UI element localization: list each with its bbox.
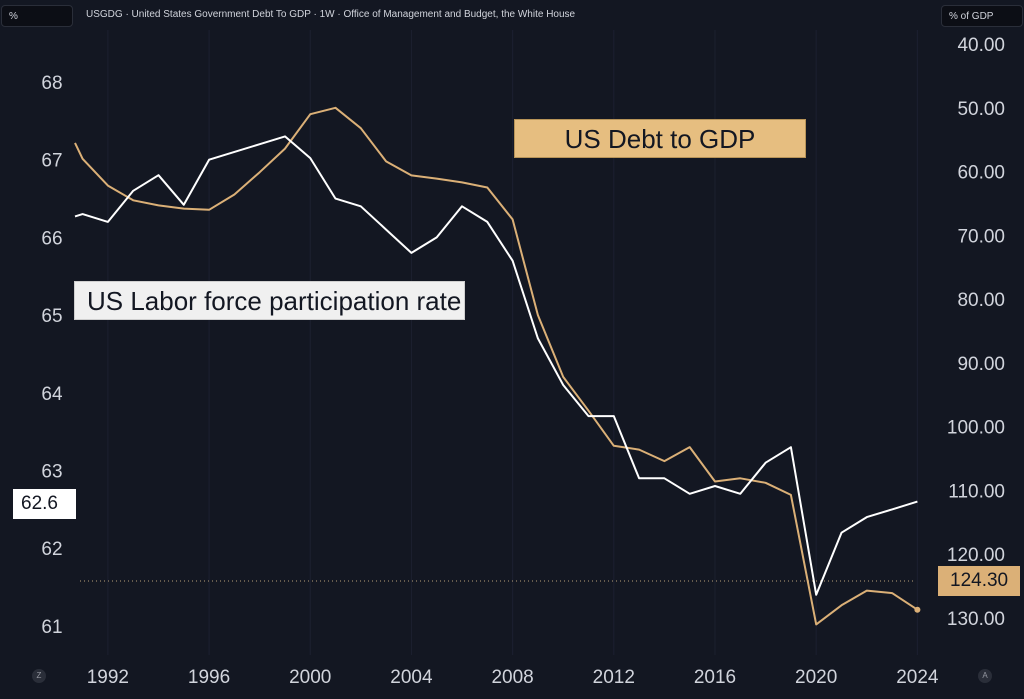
- debt-last-point-marker: [914, 606, 921, 613]
- left-axis: 68 67 66 65 64 63 62 61: [41, 73, 63, 638]
- debt-annotation[interactable]: US Debt to GDP: [514, 119, 806, 158]
- x-tick-label: 2000: [289, 667, 331, 688]
- series-layer: [74, 106, 921, 626]
- debt-last-value-label: 124.30: [938, 566, 1020, 596]
- right-axis: 40.00 50.00 60.00 70.00 80.00 90.00 100.00 110.…: [947, 35, 1005, 630]
- left-tick-label: 65: [41, 306, 62, 327]
- left-unit-button[interactable]: %: [1, 5, 73, 27]
- x-tick-label: 2012: [593, 667, 635, 688]
- x-tick-label: 1992: [87, 667, 129, 688]
- left-tick-label: 68: [41, 73, 62, 94]
- left-tick-label: 61: [41, 617, 62, 638]
- chart-header-title: USGDG · United States Government Debt To…: [86, 9, 576, 20]
- debt-series-line: [74, 106, 918, 626]
- x-tick-label: 2020: [795, 667, 837, 688]
- x-axis: 1992 1996 2000 2004 2008 2012 2016 2020 2024: [87, 667, 939, 688]
- right-tick-label: 40.00: [957, 35, 1005, 56]
- lfpr-annotation[interactable]: US Labor force participation rate: [74, 281, 465, 320]
- lfpr-series-line: [74, 135, 918, 596]
- left-tick-label: 66: [41, 228, 62, 249]
- right-tick-label: 100.00: [947, 418, 1005, 439]
- right-tick-label: 130.00: [947, 609, 1005, 630]
- right-tick-label: 90.00: [957, 354, 1005, 375]
- right-unit-button[interactable]: % of GDP: [941, 5, 1023, 27]
- right-tick-label: 120.00: [947, 545, 1005, 566]
- right-tick-label: 70.00: [957, 226, 1005, 247]
- auto-scale-button[interactable]: A: [978, 669, 992, 683]
- x-tick-label: 2016: [694, 667, 736, 688]
- lfpr-last-value-label: 62.6: [13, 489, 76, 519]
- right-tick-label: 80.00: [957, 290, 1005, 311]
- x-tick-label: 2024: [896, 667, 939, 688]
- x-tick-label: 1996: [188, 667, 230, 688]
- x-tick-label: 2004: [390, 667, 433, 688]
- zoom-button[interactable]: Z: [32, 669, 46, 683]
- left-tick-label: 67: [41, 151, 62, 172]
- left-tick-label: 62: [41, 539, 62, 560]
- right-tick-label: 50.00: [957, 99, 1005, 120]
- right-tick-label: 60.00: [957, 163, 1005, 184]
- x-tick-label: 2008: [491, 667, 533, 688]
- left-tick-label: 63: [41, 462, 62, 483]
- right-tick-label: 110.00: [948, 481, 1005, 502]
- left-tick-label: 64: [41, 384, 63, 405]
